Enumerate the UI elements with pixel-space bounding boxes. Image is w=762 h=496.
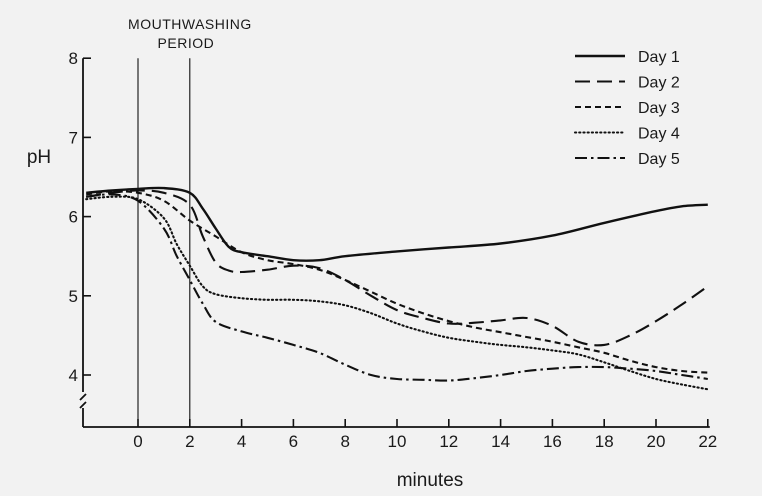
- y-tick-label: 7: [69, 128, 78, 147]
- x-tick-label: 12: [439, 432, 458, 451]
- series-line-day-1: [86, 186, 708, 262]
- legend: Day 1 Day 2 Day 3 Day 4 Day 5: [573, 49, 680, 168]
- annotation-line-1: MOUTHWASHING: [128, 16, 252, 32]
- x-tick-label: 16: [543, 432, 562, 451]
- x-tick-label: 6: [289, 432, 298, 451]
- axes: [79, 58, 710, 428]
- x-tick-label: 18: [595, 432, 614, 451]
- series-line-day-2: [86, 189, 709, 347]
- x-tick-label: 14: [491, 432, 510, 451]
- series-line-day-5: [86, 193, 708, 382]
- y-tick-label: 6: [69, 208, 78, 227]
- x-tick-label: 8: [340, 432, 349, 451]
- legend-label-day-1: Day 1: [638, 49, 680, 66]
- legend-label-day-3: Day 3: [638, 100, 680, 117]
- x-tick-label: 4: [237, 432, 246, 451]
- legend-label-day-2: Day 2: [638, 75, 680, 92]
- mouthwashing-period-annotation: MOUTHWASHING PERIOD: [128, 16, 252, 51]
- x-tick-label: 0: [133, 432, 142, 451]
- x-tick-label: 2: [185, 432, 194, 451]
- legend-label-day-4: Day 4: [638, 126, 680, 143]
- annotation-line-2: PERIOD: [158, 35, 215, 51]
- legend-label-day-5: Day 5: [638, 151, 680, 168]
- y-axis-title: pH: [27, 147, 51, 168]
- y-axis-break-mark: [79, 393, 87, 409]
- x-tick-label: 20: [647, 432, 666, 451]
- x-tick-label: 10: [388, 432, 407, 451]
- tick-labels: 4 5 6 7 8 0 2 4 6 8 10 12 14 16 18 20 22: [69, 49, 718, 451]
- series-line-day-3: [86, 190, 708, 374]
- y-tick-label: 5: [69, 287, 78, 306]
- y-tick-label: 4: [69, 366, 78, 385]
- series-line-day-4: [85, 195, 709, 391]
- x-tick-label: 22: [698, 432, 717, 451]
- series-lines: [85, 186, 709, 391]
- y-tick-label: 8: [69, 49, 78, 68]
- x-axis-title: minutes: [397, 470, 464, 491]
